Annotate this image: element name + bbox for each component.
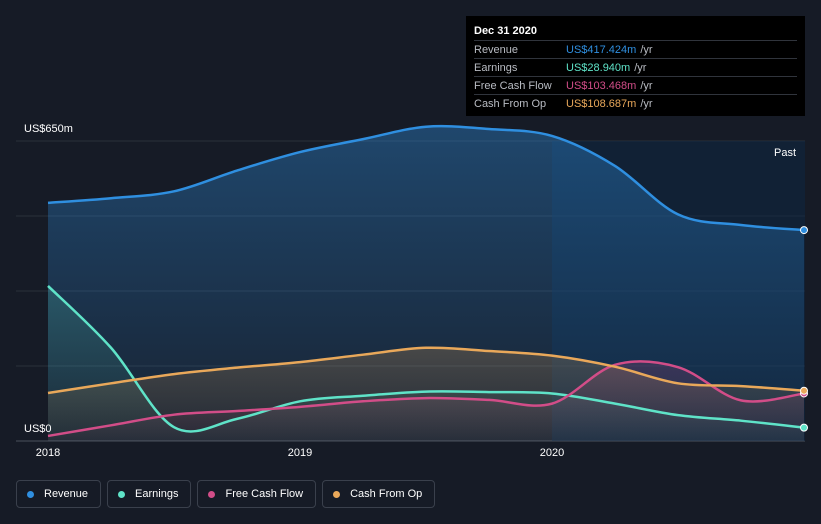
y-axis-bottom-label: US$0	[24, 423, 52, 435]
legend-dot-icon	[333, 490, 341, 498]
series-line-cash-from-op	[47, 346, 805, 395]
legend-item-free-cash-flow[interactable]: Free Cash Flow	[197, 480, 317, 508]
legend-label: Free Cash Flow	[225, 488, 304, 500]
tooltip-panel: Dec 31 2020 Revenue US$417.424m /yr Earn…	[466, 16, 805, 116]
tooltip-value: US$108.687m	[566, 97, 637, 110]
tooltip-label: Revenue	[474, 43, 519, 56]
tooltip-value: US$417.424m	[566, 43, 637, 56]
y-axis-top-label: US$650m	[24, 123, 73, 135]
legend-item-earnings[interactable]: Earnings	[107, 480, 192, 508]
tooltip-row-cash-from-op: Cash From Op US$108.687m /yr	[474, 94, 797, 112]
tooltip-row-free-cash-flow: Free Cash Flow US$103.468m /yr	[474, 76, 797, 94]
tooltip-row-earnings: Earnings US$28.940m /yr	[474, 58, 797, 76]
series-area-revenue	[48, 126, 804, 441]
past-label: Past	[774, 147, 797, 159]
tooltip-value: US$28.940m	[566, 61, 631, 74]
tooltip-label: Cash From Op	[474, 97, 547, 110]
tooltip-date: Dec 31 2020	[474, 25, 537, 37]
legend-label: Revenue	[44, 488, 89, 500]
series-end-marker-cash-from-op	[800, 386, 808, 395]
tooltip-value: US$103.468m	[566, 79, 637, 92]
tooltip-unit: /yr	[640, 43, 653, 56]
legend-dot-icon	[208, 490, 216, 498]
x-tick-label: 2018	[35, 447, 61, 459]
x-tick-label: 2019	[287, 447, 313, 459]
x-tick-label: 2020	[539, 447, 565, 459]
series-line-free-cash-flow	[47, 360, 805, 438]
tooltip-unit: /yr	[640, 79, 653, 92]
legend: Revenue Earnings Free Cash Flow Cash Fro…	[16, 480, 436, 508]
series-end-marker-earnings	[800, 423, 808, 432]
series-end-marker-revenue	[800, 226, 808, 235]
tooltip-label: Free Cash Flow	[474, 79, 552, 92]
legend-dot-icon	[27, 490, 34, 498]
series-line-earnings	[47, 285, 805, 433]
tooltip-row-revenue: Revenue US$417.424m /yr	[474, 40, 797, 58]
legend-item-cash-from-op[interactable]: Cash From Op	[322, 480, 436, 508]
tooltip-unit: /yr	[640, 97, 653, 110]
tooltip-unit: /yr	[634, 61, 647, 74]
tooltip-label: Earnings	[474, 61, 518, 74]
series-line-revenue	[47, 124, 805, 232]
legend-dot-icon	[118, 490, 126, 498]
legend-label: Cash From Op	[350, 488, 423, 500]
legend-item-revenue[interactable]: Revenue	[16, 480, 102, 508]
legend-label: Earnings	[135, 488, 179, 500]
